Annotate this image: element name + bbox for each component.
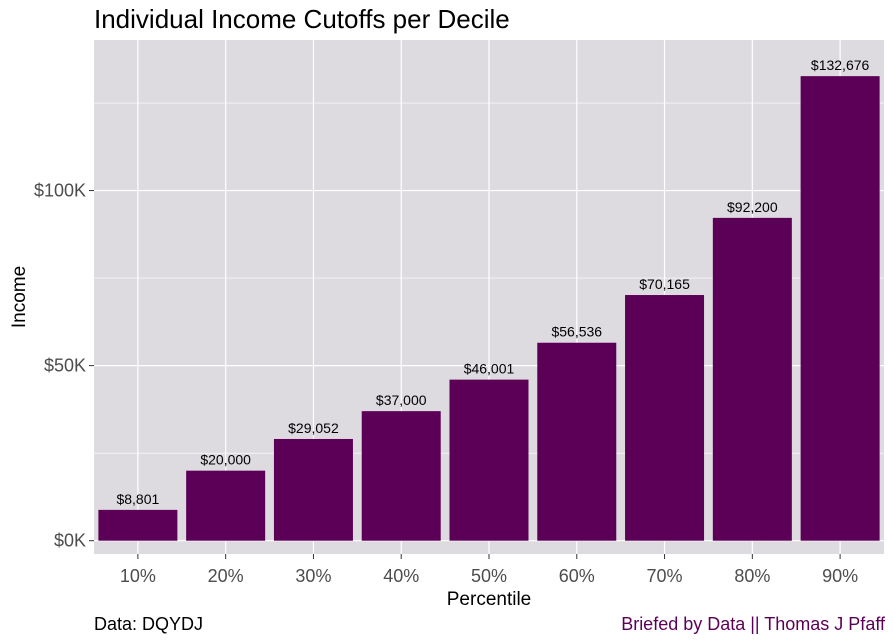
bar bbox=[186, 470, 266, 541]
credit-caption: Briefed by Data || Thomas J Pfaff bbox=[621, 614, 885, 634]
x-tick-label: 10% bbox=[120, 566, 156, 586]
x-tick-label: 90% bbox=[822, 566, 858, 586]
x-tick-label: 30% bbox=[295, 566, 331, 586]
data-label: $8,801 bbox=[116, 491, 159, 507]
data-labels: $8,801 $20,000 $29,052 $37,000 $46,001 $56,53… bbox=[116, 57, 869, 507]
bar bbox=[800, 76, 880, 541]
data-label: $132,676 bbox=[811, 57, 870, 73]
data-label: $20,000 bbox=[200, 452, 251, 468]
x-axis: 10% 20% 30% 40% 50% 60% 70% 80% 90% bbox=[120, 554, 858, 586]
bar bbox=[98, 509, 178, 541]
gridlines bbox=[94, 40, 884, 554]
x-tick-label: 70% bbox=[647, 566, 683, 586]
data-label: $29,052 bbox=[288, 420, 339, 436]
y-tick-label: $50K bbox=[44, 356, 86, 376]
chart-title: Individual Income Cutoffs per Decile bbox=[94, 4, 510, 34]
data-label: $70,165 bbox=[639, 276, 690, 292]
data-label: $92,200 bbox=[727, 199, 778, 215]
bar-chart: $8,801 $20,000 $29,052 $37,000 $46,001 $56,53… bbox=[9, 40, 884, 610]
bar bbox=[625, 295, 705, 541]
x-tick-label: 60% bbox=[559, 566, 595, 586]
x-tick-label: 50% bbox=[471, 566, 507, 586]
bar bbox=[449, 379, 529, 541]
y-tick-label: $0K bbox=[54, 531, 86, 551]
x-tick-label: 80% bbox=[734, 566, 770, 586]
data-label: $56,536 bbox=[551, 324, 602, 340]
x-tick-label: 40% bbox=[383, 566, 419, 586]
y-axis-title: Income bbox=[9, 266, 30, 328]
x-axis-title: Percentile bbox=[447, 589, 532, 610]
x-tick-label: 20% bbox=[208, 566, 244, 586]
bars bbox=[98, 76, 880, 541]
data-label: $46,001 bbox=[464, 361, 515, 377]
y-tick-label: $100K bbox=[34, 181, 86, 201]
bar bbox=[537, 342, 617, 541]
bar bbox=[712, 217, 792, 541]
y-axis: $0K $50K $100K bbox=[34, 181, 94, 551]
source-caption: Data: DQYDJ bbox=[94, 614, 204, 634]
data-label: $37,000 bbox=[376, 392, 427, 408]
bar bbox=[273, 438, 353, 541]
bar bbox=[361, 411, 441, 541]
